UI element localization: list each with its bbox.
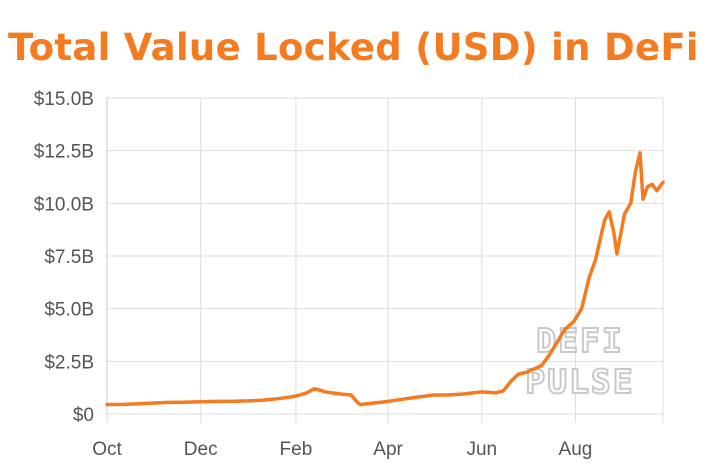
y-tick-label: $15.0B	[34, 89, 94, 110]
y-tick-label: $10.0B	[34, 194, 94, 215]
x-tick-label: Feb	[280, 439, 313, 460]
y-tick-label: $2.5B	[44, 352, 94, 373]
y-tick-label: $5.0B	[44, 300, 94, 321]
y-tick-label: $0	[73, 405, 94, 426]
x-tick-label: Jun	[466, 439, 497, 460]
y-axis-tick-labels: $0 $2.5B $5.0B $7.5B $10.0B $12.5B $15.0B	[34, 89, 94, 426]
series-layer	[105, 151, 665, 407]
x-tick-label: Dec	[184, 439, 218, 460]
x-tick-label: Apr	[373, 439, 403, 460]
grid-lines	[106, 97, 664, 423]
series-line-0	[105, 151, 665, 407]
x-axis-tick-labels: Oct Dec Feb Apr Jun Aug	[92, 439, 592, 460]
y-tick-label: $12.5B	[34, 142, 94, 163]
x-tick-label: Oct	[92, 439, 122, 460]
watermark-text-line-2: PULSE	[525, 362, 634, 401]
chart-title: Total Value Locked (USD) in DeFi	[8, 26, 699, 69]
x-tick-label: Aug	[559, 439, 593, 460]
y-tick-label: $7.5B	[44, 247, 94, 268]
